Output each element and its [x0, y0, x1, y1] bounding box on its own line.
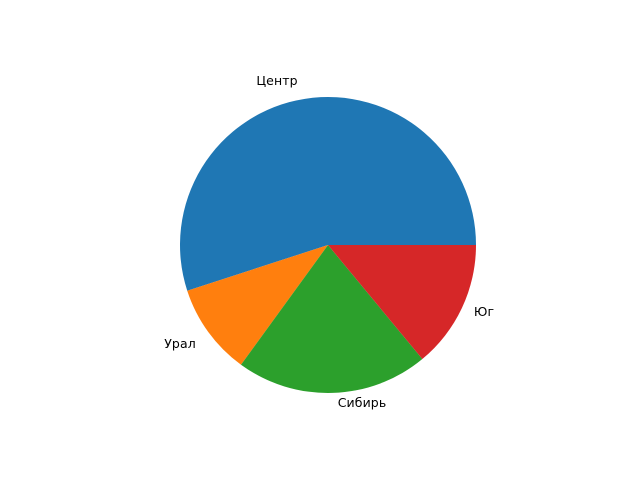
pie-slice-2 — [187, 245, 328, 365]
pie-slice-4 — [328, 245, 476, 360]
pie-slice-3 — [241, 245, 423, 393]
pie-slice-label-2: Урал — [164, 335, 196, 351]
pie-slice-1 — [180, 97, 476, 291]
pie-slice-label-3: Сибирь — [337, 394, 387, 410]
pie-slice-label-1: Центр — [256, 72, 298, 88]
pie-wedge-group — [180, 97, 476, 393]
pie-slice-label-4: Юг — [473, 303, 495, 319]
